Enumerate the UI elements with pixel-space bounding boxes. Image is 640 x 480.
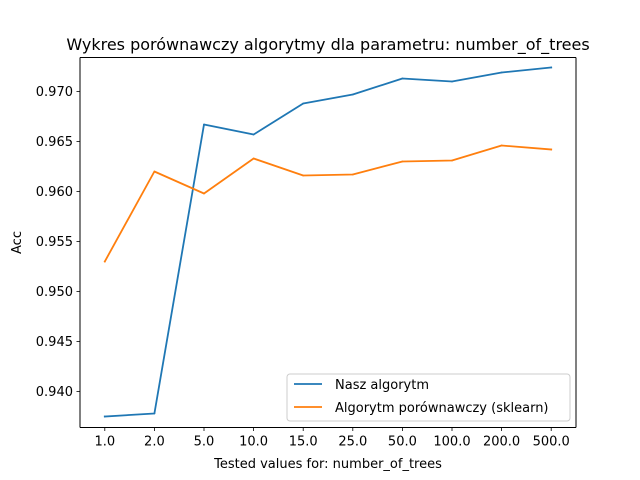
x-axis-ticks: 1.0 2.0 5.0 10.0 15.0 25.0 50.0 100.0 200.0 500.0 — [94, 427, 570, 450]
y-axis-label: Acc — [10, 231, 25, 254]
x-tick-label: 100.0 — [433, 435, 470, 450]
series-1-point — [351, 173, 354, 176]
series-1-point — [153, 170, 156, 173]
legend-label-sklearn: Algorytm porównawczy (sklearn) — [335, 401, 549, 416]
y-tick-label: 0.970 — [36, 85, 73, 100]
axes-frame — [79, 57, 577, 428]
x-axis-label: Tested values for: number_of_trees — [213, 457, 442, 472]
x-tick-label: 5.0 — [194, 435, 215, 450]
y-tick-label: 0.950 — [36, 285, 73, 300]
series-1-point — [203, 192, 205, 195]
series-1-point — [401, 160, 404, 163]
legend-box — [286, 373, 571, 422]
series-0-point — [401, 77, 404, 80]
series-line-0 — [103, 66, 553, 418]
series-line-1 — [103, 144, 553, 263]
series-1-point — [103, 260, 106, 263]
y-tick-label: 0.955 — [36, 235, 73, 250]
x-tick-label: 1.0 — [94, 435, 115, 450]
x-tick-label: 10.0 — [239, 435, 268, 450]
series-0-point — [203, 123, 205, 126]
series-layer — [103, 66, 553, 418]
y-tick-label: 0.960 — [36, 185, 73, 200]
y-tick-label: 0.965 — [36, 135, 73, 150]
series-0-point — [153, 412, 156, 415]
legend: Nasz algorytm Algorytm porównawczy (skle… — [286, 373, 571, 422]
series-1-point — [500, 144, 503, 147]
series-0-point — [550, 66, 553, 69]
x-tick-label: 500.0 — [533, 435, 570, 450]
x-tick-label: 25.0 — [338, 435, 367, 450]
y-tick-label: 0.940 — [36, 385, 73, 400]
series-1-point — [252, 157, 255, 160]
legend-label-nasz-algorytm: Nasz algorytm — [335, 378, 429, 393]
series-0-point — [302, 102, 305, 105]
series-1-point — [451, 159, 453, 162]
series-0-point — [103, 415, 106, 418]
series-0-point — [252, 133, 255, 136]
x-tick-label: 50.0 — [388, 435, 417, 450]
series-0-point — [451, 80, 453, 83]
y-axis-ticks: 0.940 0.945 0.950 0.955 0.960 0.965 0.970 — [36, 85, 80, 400]
x-tick-label: 2.0 — [144, 435, 165, 450]
series-1-point — [302, 174, 305, 177]
x-tick-label: 200.0 — [483, 435, 520, 450]
series-0-point — [500, 71, 503, 74]
series-0-point — [351, 93, 354, 96]
chart-title: Wykres porównawczy algorytmy dla paramet… — [66, 35, 589, 55]
y-tick-label: 0.945 — [36, 335, 73, 350]
x-tick-label: 15.0 — [289, 435, 318, 450]
series-1-point — [550, 148, 553, 151]
plot-area — [80, 57, 576, 428]
